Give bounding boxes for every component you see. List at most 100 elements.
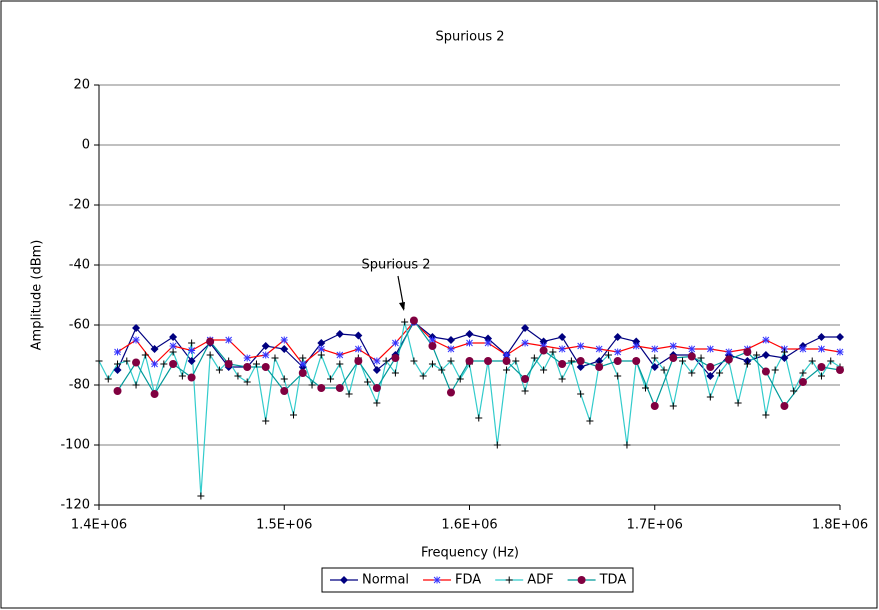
- marker: [613, 357, 622, 365]
- marker: [428, 336, 436, 344]
- legend-label: TDA: [599, 573, 627, 588]
- marker: [104, 375, 112, 383]
- marker: [817, 372, 825, 380]
- marker: [225, 336, 233, 344]
- marker: [280, 375, 288, 383]
- marker: [836, 366, 844, 374]
- x-tick-label: 1.5E+06: [256, 518, 312, 533]
- marker: [521, 339, 529, 347]
- marker: [687, 352, 696, 361]
- x-tick-label: 1.8E+06: [812, 518, 868, 533]
- marker: [632, 342, 640, 350]
- x-tick-label: 1.4E+06: [71, 518, 127, 533]
- marker: [577, 390, 585, 398]
- marker: [660, 366, 668, 374]
- marker: [475, 414, 483, 422]
- marker: [558, 360, 567, 368]
- marker: [493, 441, 501, 449]
- marker: [446, 336, 455, 344]
- marker: [780, 354, 789, 362]
- plot-area: [99, 85, 840, 505]
- x-tick-label: 1.6E+06: [441, 518, 497, 533]
- marker: [308, 381, 316, 389]
- marker: [336, 360, 344, 368]
- marker: [503, 351, 511, 359]
- marker: [466, 339, 473, 347]
- marker: [743, 360, 751, 368]
- marker: [178, 372, 186, 380]
- marker: [354, 357, 363, 365]
- marker: [95, 357, 103, 365]
- marker: [243, 363, 252, 371]
- marker: [409, 316, 418, 325]
- marker: [651, 345, 659, 353]
- marker: [706, 363, 715, 371]
- marker: [433, 576, 441, 584]
- marker: [317, 351, 325, 359]
- annotation-arrowhead: [399, 302, 405, 311]
- marker: [243, 378, 251, 386]
- marker: [354, 345, 362, 353]
- x-axis-title: Frequency (Hz): [421, 546, 519, 561]
- marker: [706, 372, 715, 380]
- marker: [577, 342, 585, 350]
- marker: [150, 390, 159, 398]
- marker: [132, 324, 141, 332]
- marker: [438, 366, 446, 374]
- marker: [521, 375, 530, 383]
- marker: [808, 357, 816, 365]
- marker: [132, 336, 140, 344]
- marker: [632, 357, 641, 365]
- marker: [780, 348, 788, 356]
- marker: [539, 346, 548, 355]
- marker: [465, 357, 474, 365]
- marker: [123, 357, 131, 365]
- marker: [679, 357, 687, 365]
- marker: [706, 345, 714, 353]
- marker: [372, 366, 381, 374]
- marker: [160, 360, 168, 368]
- marker: [503, 366, 511, 374]
- marker: [780, 402, 789, 410]
- marker: [335, 384, 344, 392]
- marker: [262, 351, 270, 359]
- marker: [595, 363, 604, 371]
- marker: [817, 363, 826, 371]
- marker: [261, 363, 270, 371]
- marker: [669, 342, 677, 350]
- series-line: [116, 321, 840, 377]
- marker: [651, 354, 659, 362]
- marker: [502, 357, 511, 365]
- y-tick-label: -60: [69, 318, 90, 333]
- marker: [299, 354, 307, 362]
- marker: [335, 330, 344, 338]
- marker: [243, 354, 251, 362]
- marker: [688, 369, 696, 377]
- marker: [280, 336, 288, 344]
- legend-label: Normal: [362, 573, 409, 588]
- marker: [716, 369, 724, 377]
- marker: [188, 339, 196, 347]
- marker: [447, 345, 455, 353]
- plot: [95, 316, 844, 500]
- marker: [290, 411, 298, 419]
- marker: [623, 441, 631, 449]
- marker: [613, 333, 622, 341]
- marker: [790, 387, 798, 395]
- marker: [206, 351, 214, 359]
- marker: [724, 355, 733, 364]
- legend-label: FDA: [455, 573, 481, 588]
- marker: [271, 354, 279, 362]
- marker: [447, 357, 455, 365]
- marker: [188, 347, 196, 354]
- marker: [261, 342, 270, 350]
- marker: [456, 375, 464, 383]
- marker: [505, 576, 513, 584]
- marker: [187, 357, 196, 365]
- marker: [113, 366, 122, 374]
- marker: [234, 372, 242, 380]
- marker: [762, 411, 770, 419]
- marker: [761, 367, 770, 376]
- marker: [428, 360, 436, 368]
- marker: [549, 348, 557, 356]
